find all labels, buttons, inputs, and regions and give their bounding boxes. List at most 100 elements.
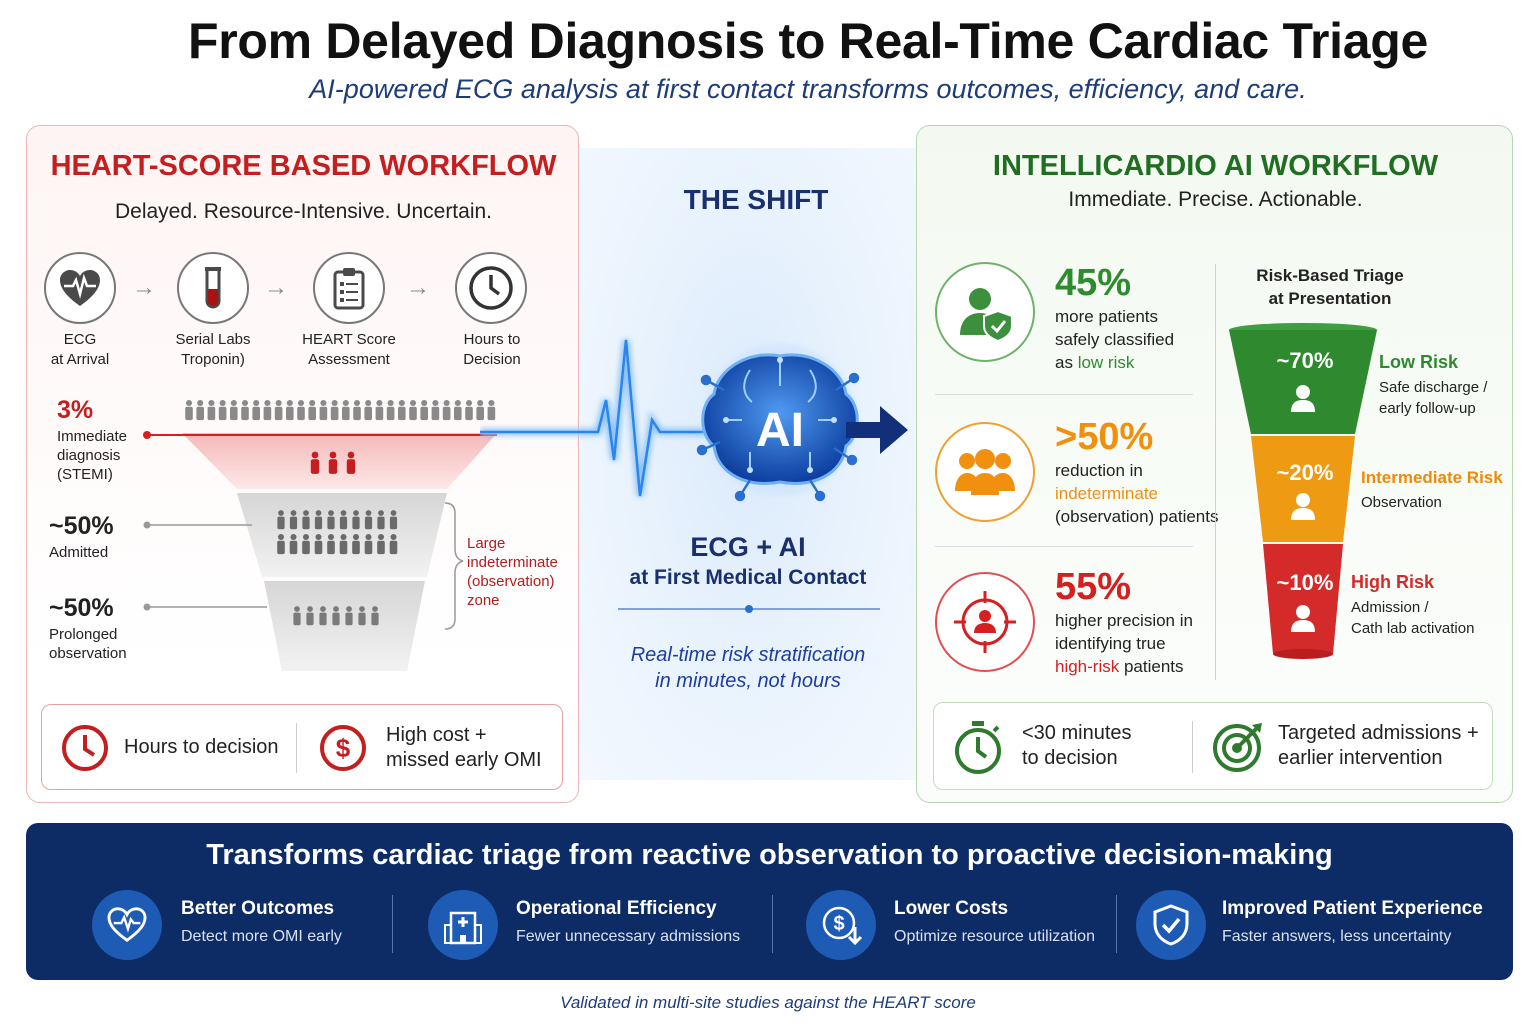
person-figure — [320, 606, 326, 612]
person-figure — [371, 612, 379, 626]
person-figure — [333, 606, 339, 612]
patient-shield-icon — [935, 262, 1035, 362]
person-figure — [389, 540, 398, 555]
person-figure — [347, 451, 355, 459]
banner-title: Transforms cardiac triage from reactive … — [206, 839, 1333, 871]
person-figure — [340, 510, 347, 516]
person-figure — [289, 516, 298, 530]
person-figure — [185, 406, 193, 421]
footnote: Validated in multi-site studies against … — [560, 993, 976, 1012]
person-figure — [277, 540, 285, 555]
person-figure — [207, 406, 216, 421]
person-figure — [443, 399, 450, 407]
metric-low-risk: 45% more patients safely classified as l… — [1055, 262, 1175, 372]
person-figure — [359, 606, 365, 612]
triage-title: Risk-Based Triage at Presentation — [1256, 266, 1404, 308]
person-figure — [314, 516, 323, 530]
high-cost: High cost + missed early OMI — [386, 724, 542, 771]
person-figure — [297, 406, 305, 421]
person-figure — [311, 451, 319, 459]
person-figure — [277, 516, 285, 530]
clock-red-icon — [60, 723, 110, 778]
shift-label: THE SHIFT — [683, 184, 829, 215]
step-label: HEART Score Assessment — [302, 331, 396, 368]
person-figure — [465, 399, 473, 407]
person-figure — [378, 510, 384, 516]
person-figure — [389, 516, 398, 530]
person-figure — [293, 612, 301, 626]
divider — [772, 895, 773, 953]
svg-text:$: $ — [833, 913, 844, 935]
person-figure — [302, 540, 310, 555]
person-figure — [263, 406, 272, 421]
target-icon — [1210, 721, 1264, 780]
person-figure — [208, 399, 215, 407]
person-figure — [303, 510, 309, 516]
metric-indeterminate: >50% reduction in indeterminate (observa… — [1055, 416, 1219, 526]
person-figure — [241, 399, 249, 407]
person-figure — [327, 516, 335, 530]
stopwatch-icon — [952, 719, 1004, 780]
hours-to-decision: Hours to decision — [124, 736, 279, 758]
person-figure — [376, 399, 383, 407]
tier-mid-pct: ~20% — [1276, 460, 1334, 485]
person-figure — [377, 516, 385, 530]
person-figure — [358, 612, 366, 626]
person-figure — [377, 533, 385, 541]
person-figure — [345, 612, 353, 626]
minutes-to-decision: <30 minutes to decision — [1022, 722, 1132, 769]
person-figure — [365, 399, 372, 407]
person-figure — [278, 510, 284, 516]
person-figure — [315, 533, 322, 541]
stat-admitted: ~50% Admitted — [49, 512, 114, 561]
person-figure — [331, 399, 338, 407]
tier-intermediate: Intermediate Risk Observation — [1361, 468, 1503, 511]
person-figure — [353, 406, 361, 421]
tier-low-pct: ~70% — [1276, 348, 1334, 373]
left-panel: HEART-SCORE BASED WORKFLOW Delayed. Reso… — [26, 125, 579, 803]
person-figure — [241, 406, 249, 421]
stat-observation: ~50% Prolonged observation — [49, 594, 127, 662]
person-figure — [398, 406, 406, 421]
svg-text:$: $ — [336, 733, 351, 763]
person-figure — [196, 406, 204, 421]
divider — [1116, 895, 1117, 953]
clock-icon — [455, 252, 527, 324]
person-figure — [364, 406, 372, 421]
person-figure — [352, 533, 360, 541]
dollar-icon: $ — [318, 723, 368, 778]
arrow-right-icon: → — [264, 274, 288, 301]
person-figure — [477, 399, 484, 407]
right-panel: INTELLICARDIO AI WORKFLOW Immediate. Pre… — [916, 125, 1513, 803]
divider — [392, 895, 393, 953]
triage-funnel — [1229, 323, 1377, 659]
person-figure — [286, 399, 293, 407]
first-medical-contact: at First Medical Contact — [629, 566, 867, 589]
person-figure — [339, 516, 348, 530]
person-figure — [387, 399, 394, 407]
person-figure — [346, 459, 356, 474]
person-figure — [353, 399, 361, 407]
person-figure — [332, 612, 340, 626]
person-figure — [465, 406, 473, 421]
tier-low: Low Risk Safe discharge / early follow-u… — [1379, 352, 1488, 417]
person-figure — [487, 406, 496, 421]
left-panel-subtitle: Delayed. Resource-Intensive. Uncertain. — [114, 200, 492, 223]
person-figure — [454, 406, 462, 421]
person-figure — [274, 406, 283, 421]
step-label: ECG at Arrival — [50, 331, 110, 368]
person-figure — [420, 406, 428, 421]
person-figure — [398, 399, 405, 407]
divider — [1215, 264, 1216, 680]
arrow-right-icon: → — [132, 274, 156, 301]
benefit-experience: Improved Patient Experience Faster answe… — [1222, 898, 1483, 945]
ecg-ai-graphic: AI — [480, 339, 908, 502]
person-figure — [365, 533, 372, 541]
benefit-outcomes: Better Outcomes Detect more OMI early — [181, 898, 342, 945]
tier-high-pct: ~10% — [1276, 570, 1334, 595]
right-panel-subtitle: Immediate. Precise. Actionable. — [1068, 188, 1363, 211]
person-figure — [302, 533, 310, 541]
person-figure — [340, 533, 347, 541]
person-figure — [290, 510, 297, 516]
person-figure — [319, 612, 327, 626]
